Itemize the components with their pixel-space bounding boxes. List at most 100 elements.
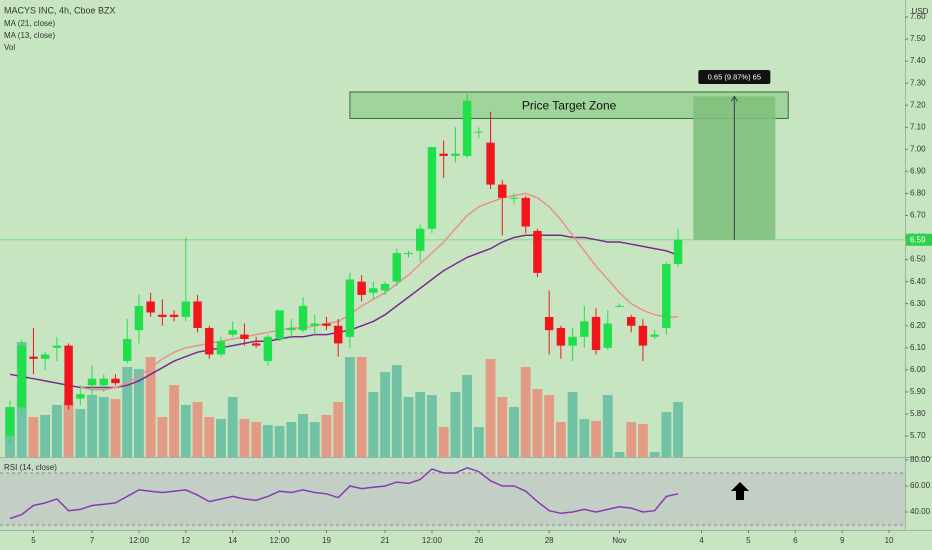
candle-body [5, 407, 15, 437]
x-tick-label: 12:00 [270, 536, 291, 545]
x-tick-label: 10 [885, 536, 894, 545]
legend-ma21: MA (21, close) [4, 19, 55, 28]
volume-bar [75, 409, 86, 457]
x-tick-label: Nov [612, 536, 626, 545]
candle-body [416, 228, 425, 251]
volume-bar [216, 419, 226, 457]
volume-bar [180, 405, 191, 457]
rsi-tick-label: 60.00 [910, 481, 931, 490]
y-tick-label: 6.80 [910, 189, 926, 198]
volume-bar [157, 417, 168, 457]
candle-body [205, 327, 214, 355]
measure-arrowhead [730, 95, 738, 102]
x-tick-label: 12:00 [422, 536, 443, 545]
y-tick-label: 6.30 [910, 299, 926, 308]
candle-body [556, 327, 566, 346]
y-tick-label: 7.10 [910, 122, 926, 131]
candle-body [439, 153, 448, 156]
volume-bar [450, 392, 461, 457]
legend-ma13: MA (13, close) [4, 31, 55, 40]
candle-body [240, 334, 249, 340]
candle-body [99, 378, 108, 386]
volume-bar [462, 375, 473, 457]
y-tick-label: 6.90 [910, 166, 926, 175]
volume-bar [649, 452, 660, 457]
y-tick-label: 6.50 [910, 255, 926, 264]
currency: USD [912, 7, 929, 16]
y-tick-label: 5.70 [910, 431, 926, 440]
rsi-tick-label: 40.00 [910, 507, 931, 516]
y-tick-label: 5.90 [910, 387, 926, 396]
volume-bar [509, 407, 519, 457]
candle-body [158, 314, 167, 317]
volume-bar [438, 427, 449, 457]
rsi-title: RSI (14, close) [4, 463, 57, 472]
volume-bar [262, 425, 273, 457]
x-tick-label: 14 [228, 536, 237, 545]
measure-label: 0.65 (9.87%) 65 [708, 72, 761, 81]
measure-label-bg [698, 70, 771, 84]
x-tick-label: 5 [31, 536, 36, 545]
candle-body [40, 354, 50, 359]
volume-bar [637, 424, 648, 457]
candle-body [369, 288, 378, 293]
volume-bar [520, 367, 531, 457]
volume-bar [145, 357, 156, 457]
chart-title: MACYS INC, 4h, Cboe BZX [4, 5, 116, 15]
volume-bar [661, 412, 672, 457]
candle-body [52, 345, 62, 348]
candle-body [64, 345, 73, 406]
volume-bar [134, 369, 144, 457]
x-tick-label: 4 [699, 536, 704, 545]
legend-vol: Vol [4, 43, 15, 52]
volume-bar [579, 419, 590, 457]
ma-line [80, 192, 679, 391]
volume-bar [532, 389, 543, 457]
last-price-label: 6.59 [910, 235, 926, 244]
candle-body [673, 239, 683, 265]
volume-bar [544, 395, 555, 457]
volume-bar [227, 397, 238, 457]
x-tick-label: 6 [793, 536, 798, 545]
volume-bar [427, 395, 437, 457]
x-tick-label: 28 [545, 536, 554, 545]
volume-bar [122, 367, 133, 457]
candle-body [76, 394, 85, 399]
candle-body [509, 197, 519, 199]
y-tick-label: 7.00 [910, 144, 926, 153]
volume-bar [380, 372, 390, 457]
candle-body [298, 305, 308, 331]
candle-body [615, 305, 624, 307]
candle-body [322, 323, 331, 326]
volume-bar [98, 397, 109, 457]
candle-body [181, 301, 191, 317]
x-tick-label: 19 [322, 536, 331, 545]
last-price-tag [906, 233, 932, 246]
candle-body [638, 325, 648, 346]
volume-bar [356, 357, 367, 457]
candle-body [498, 184, 507, 198]
volume-bar [51, 405, 62, 457]
volume-bar [591, 421, 601, 457]
candle-body [134, 305, 144, 331]
x-tick-label: 12 [181, 536, 190, 545]
candle-body [451, 153, 460, 156]
volume-bar [614, 452, 625, 457]
candle-body [650, 334, 659, 337]
volume-bar [28, 417, 39, 457]
volume-bar [567, 392, 578, 457]
y-tick-label: 6.20 [910, 321, 926, 330]
candle-body [146, 301, 155, 313]
y-tick-label: 5.80 [910, 409, 926, 418]
candle-body [427, 147, 437, 229]
candle-body [486, 142, 495, 185]
candle-body [591, 316, 601, 351]
y-tick-label: 7.60 [910, 12, 926, 21]
candle-body [333, 325, 343, 344]
volume-bar [40, 415, 51, 457]
y-tick-label: 7.20 [910, 100, 926, 109]
rsi-line [9, 466, 679, 520]
candle-body [357, 281, 366, 295]
candle-body [626, 316, 636, 326]
